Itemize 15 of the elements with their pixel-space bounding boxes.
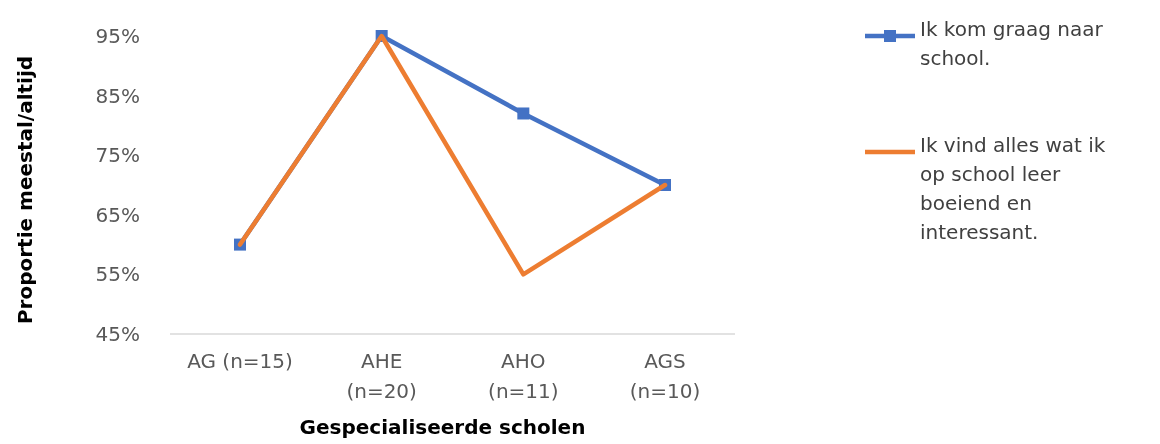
- point: [517, 107, 530, 120]
- y-tick-label: 85%: [95, 83, 140, 108]
- legend-label: Ik kom graag naar school.: [920, 17, 1104, 70]
- x-tick-label: AG (n=15): [187, 349, 293, 373]
- y-tick-label: 95%: [95, 24, 140, 48]
- x-tick-label: AHO (n=11): [488, 349, 559, 403]
- y-tick-label: 45%: [95, 322, 140, 346]
- x-tick-label: AGS (n=10): [629, 349, 701, 403]
- y-tick-label: 55%: [95, 262, 140, 287]
- x-tick-label: AHE (n=20): [346, 349, 417, 403]
- y-tick-label: 75%: [95, 143, 140, 168]
- y-axis-title: Proportie meestal/altijd: [13, 55, 37, 325]
- y-tick-label: 65%: [95, 202, 140, 227]
- legend-label: Ik vind alles wat ik op school leer boeiend en interessant.: [920, 133, 1106, 244]
- x-axis-title: Gespecialiseerde scholen: [299, 415, 586, 439]
